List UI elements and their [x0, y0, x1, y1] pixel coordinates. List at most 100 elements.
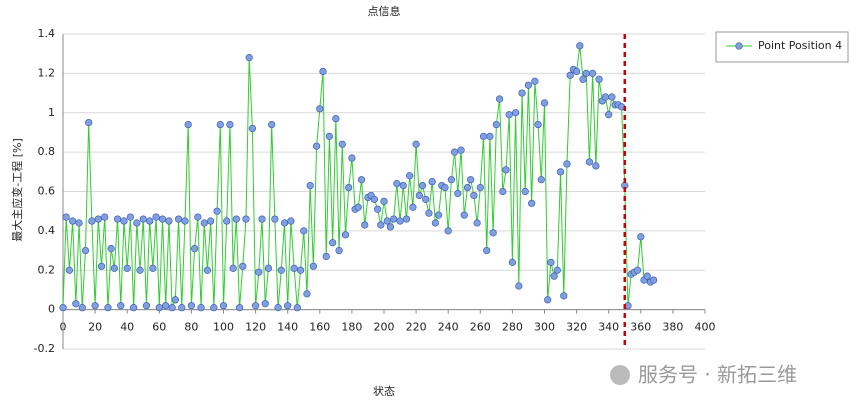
x-axis-label: 状态 — [373, 384, 395, 398]
point — [377, 221, 385, 229]
x-tick-label: 300 — [534, 321, 555, 334]
point — [174, 215, 183, 223]
point — [476, 183, 484, 192]
point — [560, 292, 568, 300]
point — [155, 304, 163, 312]
point — [325, 132, 334, 140]
point — [354, 203, 362, 211]
watermark-text: 服务号 · 新拓三维 — [638, 363, 797, 387]
point — [399, 181, 407, 190]
point — [165, 217, 173, 225]
point — [120, 217, 128, 225]
point — [595, 75, 603, 83]
point — [345, 183, 353, 192]
point — [303, 290, 311, 298]
point — [428, 178, 436, 186]
point — [210, 304, 218, 312]
point — [338, 140, 346, 148]
point — [274, 304, 282, 312]
point — [540, 99, 549, 107]
point — [393, 180, 401, 188]
point — [136, 266, 144, 274]
point — [197, 304, 205, 312]
point — [229, 264, 237, 272]
point — [451, 148, 459, 156]
point — [332, 115, 340, 123]
point — [489, 229, 497, 237]
point — [643, 272, 651, 280]
chart-title: 点信息 — [368, 4, 401, 18]
point — [425, 209, 433, 217]
point — [486, 132, 494, 140]
point — [550, 272, 558, 280]
point — [152, 213, 160, 221]
point — [126, 213, 135, 221]
point — [81, 246, 90, 255]
point — [258, 215, 266, 223]
x-tick-label: 60 — [152, 321, 166, 334]
point — [284, 302, 292, 310]
point — [97, 262, 106, 270]
point — [181, 217, 189, 225]
point — [316, 105, 324, 113]
point — [457, 146, 465, 154]
point — [168, 304, 176, 312]
point — [178, 304, 186, 312]
point — [547, 258, 555, 266]
point — [184, 120, 192, 129]
point — [495, 95, 504, 103]
point — [579, 75, 587, 83]
point — [582, 69, 590, 77]
point — [556, 168, 565, 176]
point — [271, 215, 279, 223]
point — [194, 213, 202, 221]
point — [104, 304, 112, 312]
y-tick-label: 0.6 — [38, 185, 56, 198]
point — [88, 217, 96, 225]
x-tick-label: 280 — [502, 321, 523, 334]
x-tick-label: 340 — [598, 321, 619, 334]
point — [412, 140, 420, 148]
y-tick-label: -0.2 — [34, 342, 55, 355]
x-tick-label: 180 — [341, 321, 362, 334]
point — [223, 217, 231, 225]
point — [415, 191, 423, 200]
x-tick-label: 140 — [277, 321, 298, 334]
point — [528, 199, 536, 207]
point — [113, 215, 122, 223]
y-axis-label: 最大主应变-工程 [%] — [10, 138, 24, 242]
point — [470, 191, 478, 200]
point — [505, 111, 513, 119]
point — [107, 244, 115, 253]
point — [406, 172, 414, 180]
point — [531, 77, 539, 85]
point — [239, 262, 247, 270]
point — [383, 217, 391, 225]
point — [287, 217, 295, 225]
x-tick-label: 40 — [120, 321, 134, 334]
point — [65, 266, 74, 274]
point — [357, 176, 366, 184]
point — [515, 282, 523, 290]
point — [139, 215, 147, 223]
point — [322, 252, 330, 261]
watermark: 服务号 · 新拓三维 — [610, 363, 797, 387]
point — [422, 195, 430, 203]
point — [280, 219, 289, 227]
point — [441, 183, 449, 192]
point — [380, 197, 388, 205]
point — [207, 217, 215, 225]
point — [479, 132, 488, 140]
point — [335, 246, 343, 255]
y-tick-label: 1.4 — [38, 27, 56, 40]
point — [608, 93, 616, 101]
point — [268, 120, 276, 129]
point — [544, 296, 552, 304]
point — [78, 304, 86, 312]
point — [319, 67, 327, 76]
y-tick-label: 0 — [48, 303, 55, 316]
point — [650, 276, 658, 284]
point — [601, 93, 610, 101]
point — [309, 262, 317, 270]
point — [537, 176, 545, 184]
